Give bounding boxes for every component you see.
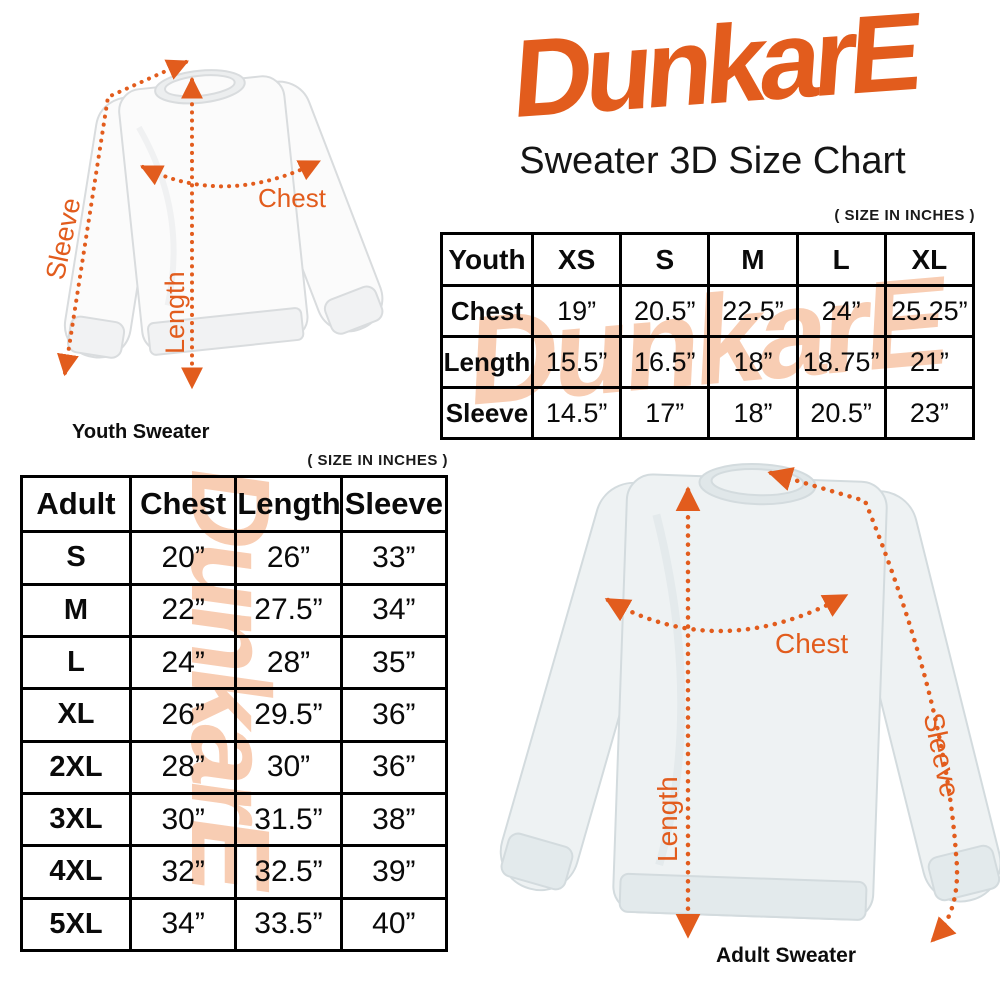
table-cell: 21” — [883, 335, 976, 390]
table-cell: 30” — [128, 791, 238, 848]
table-cell: 18.75” — [795, 335, 887, 390]
column-header: Sleeve — [339, 474, 449, 534]
table-cell: 32.5” — [234, 844, 343, 900]
adult-sweater-figure — [499, 463, 1000, 943]
table-cell: 19” — [530, 284, 623, 339]
column-header: M — [707, 231, 799, 288]
table-row: 2XL 28” 30” 36” — [20, 739, 449, 795]
youth-size-table: Youth XS S M L XL Chest 19” 20.5” 22.5” … — [440, 231, 976, 440]
table-cell: 33.5” — [234, 896, 343, 953]
table-cell: 36” — [339, 739, 449, 795]
table-cell: 24” — [795, 284, 887, 339]
youth-sweater-figure — [57, 59, 384, 390]
table-row: L 24” 28” 35” — [20, 634, 449, 691]
column-header: Adult — [20, 474, 132, 534]
youth-figure-caption: Youth Sweater — [72, 421, 210, 443]
table-row: S 20” 26” 33” — [20, 530, 449, 586]
row-label: 4XL — [20, 844, 132, 900]
table-cell: 33” — [339, 530, 449, 586]
table-header-row: Youth XS S M L XL — [440, 231, 976, 288]
column-header: Youth — [440, 231, 534, 288]
table-row: Chest 19” 20.5” 22.5” 24” 25.25” — [440, 284, 976, 339]
table-cell: 26” — [234, 530, 343, 586]
youth-sweater-illustration — [63, 69, 384, 359]
youth-chest-label: Chest — [258, 183, 326, 213]
table-row: 5XL 34” 33.5” 40” — [20, 896, 449, 953]
row-label: 5XL — [20, 896, 132, 953]
row-label: Sleeve — [440, 386, 534, 440]
table-row: M 22” 27.5” 34” — [20, 582, 449, 638]
table-cell: 15.5” — [530, 335, 623, 390]
table-cell: 40” — [339, 896, 449, 953]
youth-chest-line — [140, 160, 321, 189]
table-cell: 35” — [339, 634, 449, 691]
table-cell: 17” — [619, 386, 711, 440]
table-cell: 26” — [128, 687, 238, 743]
table-cell: 30” — [234, 739, 343, 795]
page-title: Sweater 3D Size Chart — [519, 140, 906, 182]
table-header-row: Adult Chest Length Sleeve — [20, 474, 449, 534]
row-label: 3XL — [20, 791, 132, 848]
adult-sleeve-line — [767, 467, 960, 943]
adult-measure-lines — [604, 467, 960, 943]
youth-measure-lines — [57, 59, 321, 390]
column-header: L — [795, 231, 887, 288]
table-row: 3XL 30” 31.5” 38” — [20, 791, 449, 848]
table-cell: 20.5” — [795, 386, 887, 440]
table-cell: 24” — [128, 634, 238, 691]
table-cell: 31.5” — [234, 791, 343, 848]
adult-sweater-illustration — [499, 463, 1000, 921]
column-header: S — [619, 231, 711, 288]
brand-logo: DunkarE — [509, 0, 921, 142]
table-cell: 25.25” — [883, 284, 976, 339]
table-cell: 22” — [128, 582, 238, 638]
row-label: Chest — [440, 284, 534, 339]
row-label: S — [20, 530, 132, 586]
column-header: XS — [530, 231, 623, 288]
row-label: L — [20, 634, 132, 691]
table-cell: 18” — [707, 335, 799, 390]
table-row: 4XL 32” 32.5” 39” — [20, 844, 449, 900]
table-cell: 36” — [339, 687, 449, 743]
row-label: XL — [20, 687, 132, 743]
table-cell: 18” — [707, 386, 799, 440]
table-cell: 32” — [128, 844, 238, 900]
row-label: Length — [440, 335, 534, 390]
size-unit-note-adult: ( SIZE IN INCHES ) — [307, 452, 448, 469]
adult-size-table: Adult Chest Length Sleeve S 20” 26” 33” … — [20, 474, 449, 953]
table-cell: 23” — [883, 386, 976, 440]
table-cell: 39” — [339, 844, 449, 900]
table-cell: 38” — [339, 791, 449, 848]
table-row: XL 26” 29.5” 36” — [20, 687, 449, 743]
column-header: Length — [234, 474, 343, 534]
size-unit-note-youth: ( SIZE IN INCHES ) — [834, 207, 975, 224]
table-cell: 16.5” — [619, 335, 711, 390]
table-cell: 20.5” — [619, 284, 711, 339]
adult-figure-caption: Adult Sweater — [716, 944, 857, 967]
table-cell: 20” — [128, 530, 238, 586]
adult-length-label: Length — [652, 776, 683, 862]
table-cell: 22.5” — [707, 284, 799, 339]
row-label: 2XL — [20, 739, 132, 795]
youth-length-label: Length — [160, 271, 190, 354]
table-row: Sleeve 14.5” 17” 18” 20.5” 23” — [440, 386, 976, 440]
table-cell: 28” — [234, 634, 343, 691]
table-cell: 27.5” — [234, 582, 343, 638]
table-cell: 29.5” — [234, 687, 343, 743]
adult-chest-label: Chest — [775, 628, 849, 659]
row-label: M — [20, 582, 132, 638]
table-cell: 34” — [339, 582, 449, 638]
column-header: XL — [883, 231, 976, 288]
table-cell: 14.5” — [530, 386, 623, 440]
table-cell: 34” — [128, 896, 238, 953]
table-row: Length 15.5” 16.5” 18” 18.75” 21” — [440, 335, 976, 390]
table-cell: 28” — [128, 739, 238, 795]
column-header: Chest — [128, 474, 238, 534]
